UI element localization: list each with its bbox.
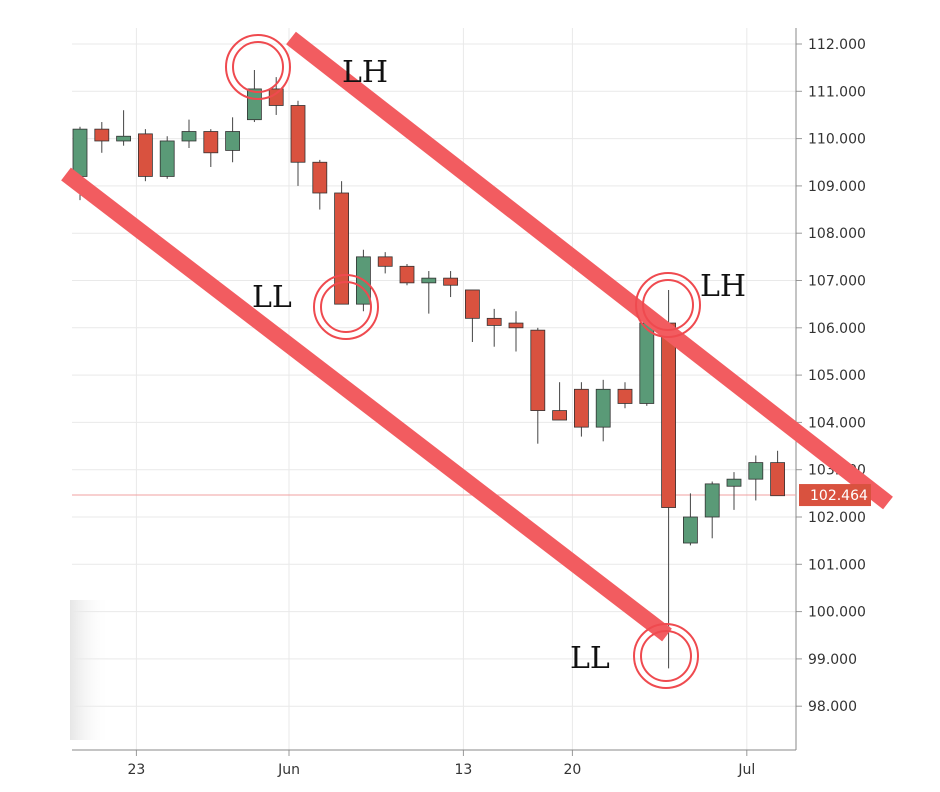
current-price-tag bbox=[799, 484, 871, 507]
candle-down bbox=[574, 388, 589, 428]
candle-down bbox=[312, 161, 328, 194]
pivot-circle-lh-1 bbox=[225, 34, 291, 100]
pivot-circle-ll-2 bbox=[633, 623, 699, 689]
y-tick-label: 109.000 bbox=[808, 179, 866, 195]
candle-up bbox=[639, 322, 655, 404]
y-tick-label: 99.000 bbox=[808, 652, 857, 668]
current-price-label: 102.464 bbox=[810, 488, 868, 504]
x-tick-label: 23 bbox=[127, 762, 145, 778]
pivot-circle-lh-2 bbox=[635, 272, 701, 338]
candle-up bbox=[748, 462, 764, 480]
candle-down bbox=[137, 133, 153, 177]
y-tick-label: 110.000 bbox=[808, 132, 866, 148]
annotation-ll: LL bbox=[252, 280, 292, 315]
candle-up bbox=[726, 478, 742, 487]
pivot-circle-ll-1 bbox=[313, 274, 379, 340]
y-tick-label: 106.000 bbox=[808, 321, 866, 337]
candle-down bbox=[530, 329, 546, 411]
pivot-circle-lh-1-inner bbox=[232, 41, 284, 93]
y-tick-label: 105.000 bbox=[808, 368, 866, 384]
y-tick-label: 111.000 bbox=[808, 84, 866, 100]
pivot-circle-ll-1-inner bbox=[320, 281, 372, 333]
candle-up bbox=[704, 483, 720, 518]
y-tick-label: 101.000 bbox=[808, 557, 866, 573]
candle-up bbox=[225, 131, 241, 151]
x-tick-label: 20 bbox=[563, 762, 581, 778]
candle-up bbox=[246, 88, 262, 121]
candle-down bbox=[486, 317, 502, 326]
candle-down bbox=[552, 410, 567, 421]
candle-down bbox=[203, 131, 219, 154]
x-tick-label: 13 bbox=[454, 762, 472, 778]
candle-down bbox=[443, 277, 459, 286]
edge-shadow bbox=[70, 600, 110, 740]
candle-down bbox=[399, 265, 415, 284]
candle-down bbox=[334, 192, 350, 305]
candle-down bbox=[268, 88, 284, 106]
candle-up bbox=[72, 128, 88, 177]
pivot-circle-lh-2-inner bbox=[642, 279, 694, 331]
y-tick-label: 100.000 bbox=[808, 605, 866, 621]
x-tick-label: Jul bbox=[737, 762, 755, 778]
upper-channel-line bbox=[286, 31, 893, 510]
y-tick-label: 107.000 bbox=[808, 274, 866, 290]
annotation-lh: LH bbox=[342, 55, 388, 90]
candle-up bbox=[159, 140, 175, 177]
y-tick-label: 102.000 bbox=[808, 510, 866, 526]
x-tick-label: Jun bbox=[277, 762, 300, 778]
y-tick-label: 104.000 bbox=[808, 415, 866, 431]
y-tick-label: 108.000 bbox=[808, 226, 866, 242]
candle-down bbox=[661, 322, 676, 508]
candle-down bbox=[508, 322, 524, 329]
annotation-ll: LL bbox=[570, 641, 610, 676]
candle-up bbox=[181, 131, 197, 142]
candle-down bbox=[94, 128, 110, 142]
pivot-circle-ll-2-inner bbox=[640, 630, 692, 682]
candle-up bbox=[421, 277, 437, 284]
y-tick-label: 112.000 bbox=[808, 37, 866, 53]
candle-down bbox=[617, 388, 633, 404]
y-tick-label: 98.000 bbox=[808, 699, 857, 715]
annotation-lh: LH bbox=[700, 269, 746, 304]
candle-up bbox=[595, 388, 611, 428]
candle-down bbox=[290, 105, 306, 163]
candle-down bbox=[377, 256, 393, 267]
lower-channel-line bbox=[61, 167, 672, 642]
candle-up bbox=[683, 516, 698, 544]
candle-down bbox=[464, 289, 480, 319]
candle-down bbox=[770, 462, 785, 497]
candle-up bbox=[116, 135, 131, 142]
